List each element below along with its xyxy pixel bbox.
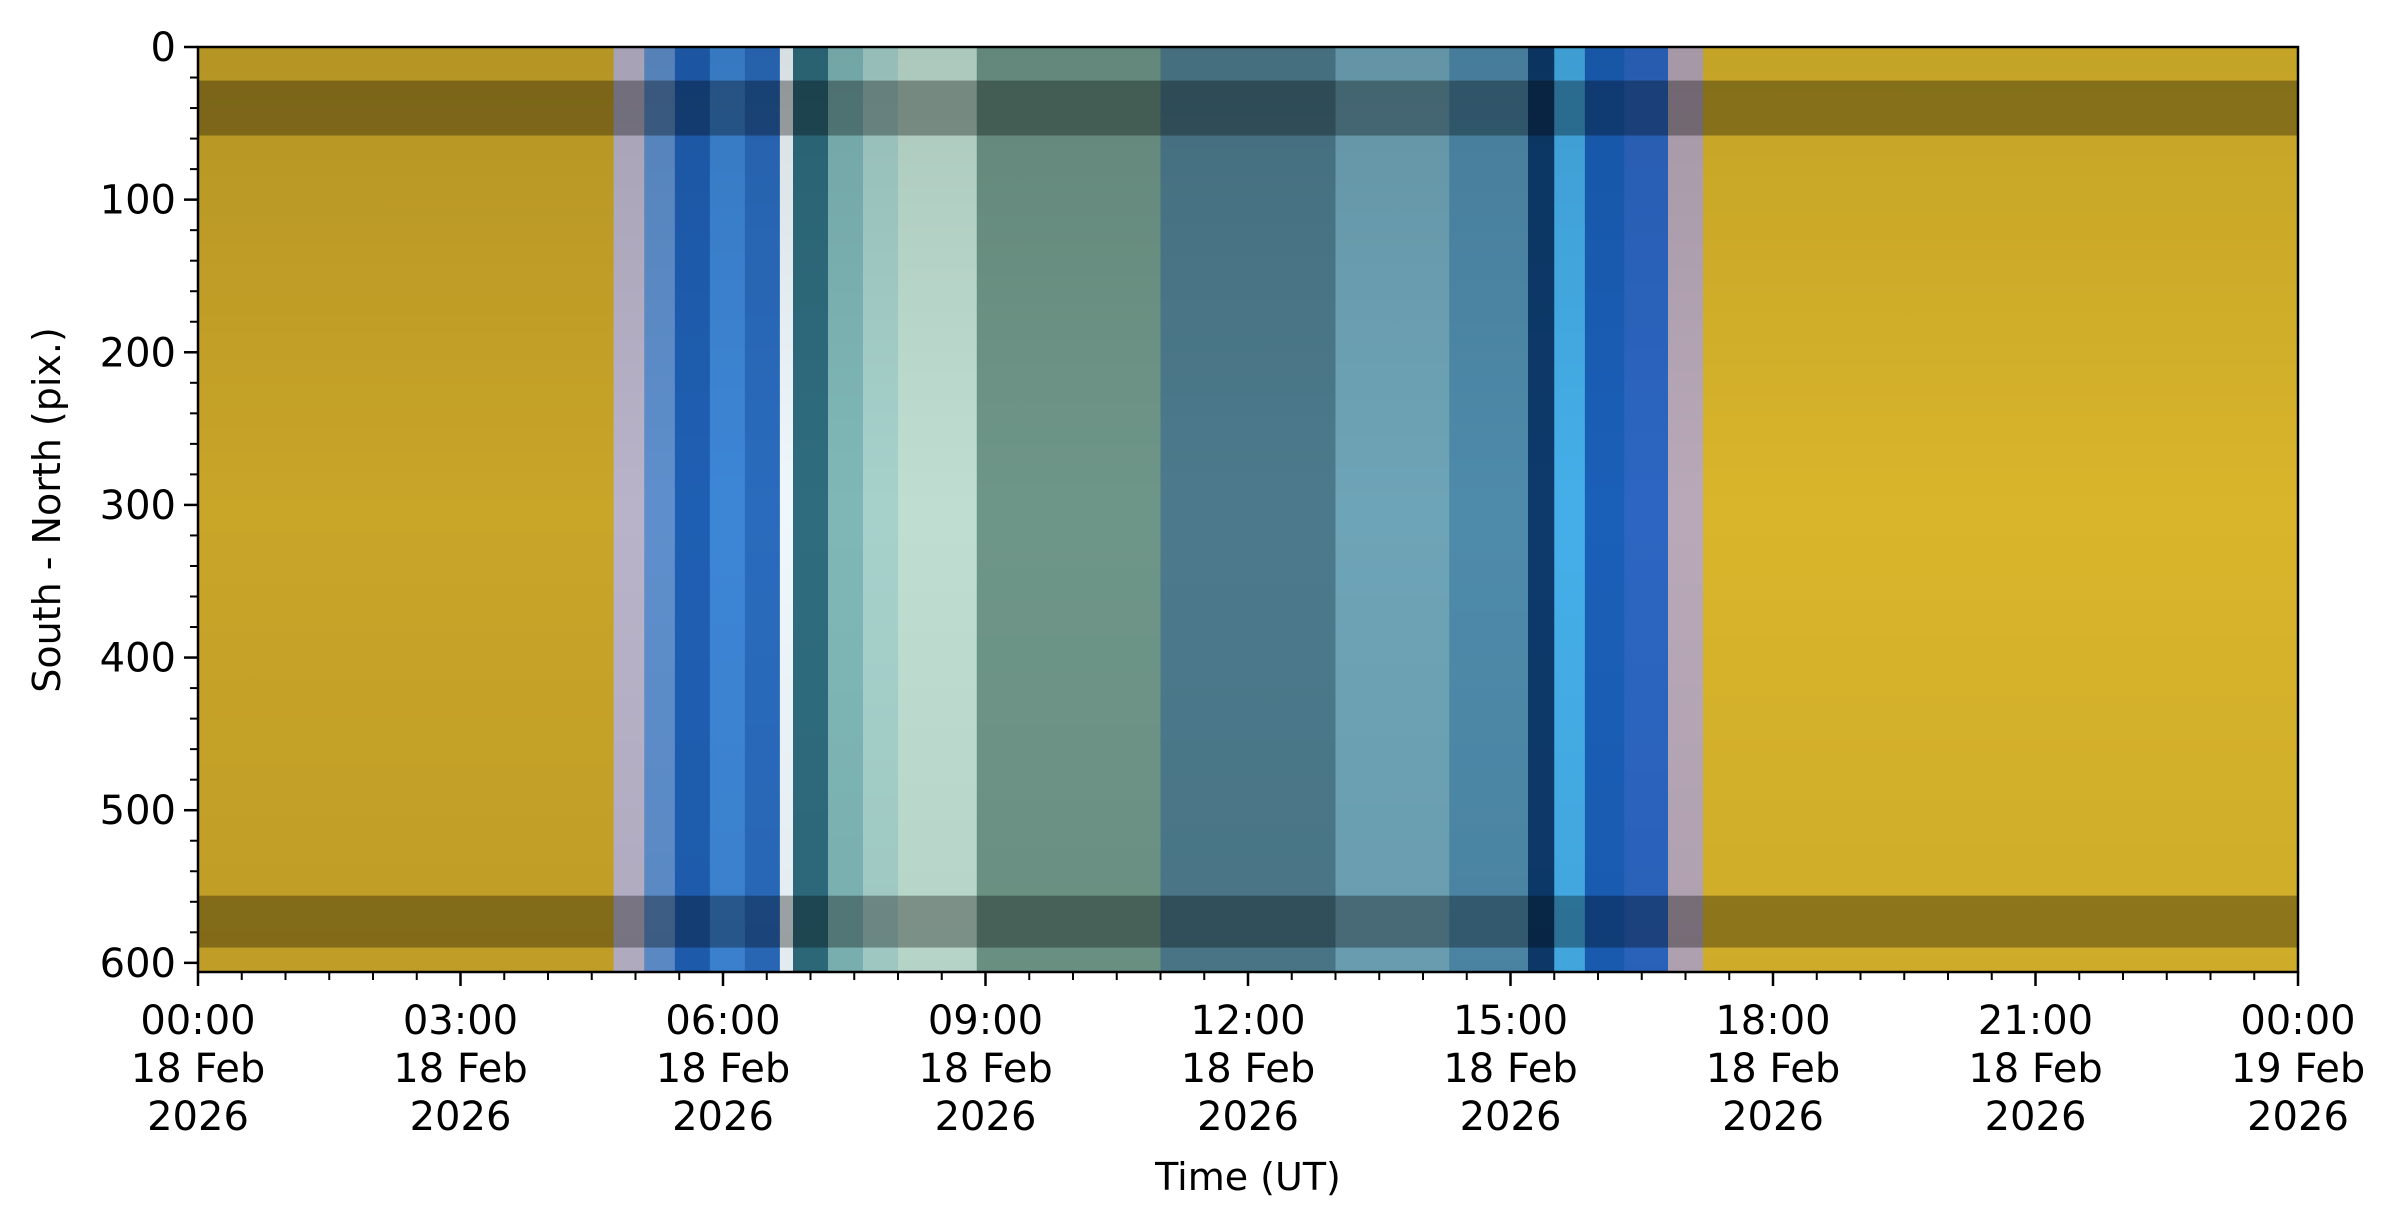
x-tick-label: 2026: [1722, 1094, 1824, 1140]
x-tick-label: 18 Feb: [393, 1046, 527, 1092]
x-tick-label: 00:00: [140, 998, 255, 1044]
plot-area: [198, 47, 2298, 972]
y-tick-label: 600: [100, 941, 176, 987]
x-tick-label: 15:00: [1453, 998, 1568, 1044]
x-tick-label: 18 Feb: [918, 1046, 1052, 1092]
y-tick-label: 0: [151, 25, 176, 71]
x-tick-label: 18 Feb: [1706, 1046, 1840, 1092]
y-tick-label: 200: [100, 330, 176, 376]
horizontal-dark-bands: [198, 80, 2298, 948]
x-axis-label: Time (UT): [1154, 1155, 1341, 1199]
y-tick-label: 100: [100, 178, 176, 224]
x-tick-label: 2026: [147, 1094, 249, 1140]
x-tick-label: 18 Feb: [1181, 1046, 1315, 1092]
x-tick-label: 2026: [672, 1094, 774, 1140]
y-tick-label: 500: [100, 788, 176, 834]
x-tick-label: 2026: [2247, 1094, 2349, 1140]
x-tick-label: 2026: [410, 1094, 512, 1140]
x-tick-label: 00:00: [2240, 998, 2355, 1044]
y-axis-label: South - North (pix.): [25, 327, 69, 693]
x-tick-label: 18:00: [1715, 998, 1830, 1044]
x-tick-label: 09:00: [928, 998, 1043, 1044]
x-tick-label: 18 Feb: [131, 1046, 265, 1092]
vertical-shade-overlay: [198, 47, 2298, 972]
x-tick-label: 18 Feb: [1968, 1046, 2102, 1092]
x-tick-label: 2026: [1197, 1094, 1299, 1140]
x-tick-label: 2026: [1460, 1094, 1562, 1140]
horizontal-dark-band: [198, 895, 2298, 948]
x-tick-label: 19 Feb: [2231, 1046, 2365, 1092]
x-tick-label: 03:00: [403, 998, 518, 1044]
x-tick-label: 21:00: [1978, 998, 2093, 1044]
y-tick-label: 400: [100, 636, 176, 682]
x-tick-label: 2026: [1985, 1094, 2087, 1140]
x-tick-label: 2026: [935, 1094, 1037, 1140]
y-axis: 0 100 200 300 400 500 600: [100, 25, 198, 987]
x-tick-label: 18 Feb: [656, 1046, 790, 1092]
y-tick-label: 300: [100, 483, 176, 529]
x-tick-label: 06:00: [665, 998, 780, 1044]
x-tick-label: 12:00: [1190, 998, 1305, 1044]
horizontal-dark-band: [198, 80, 2298, 136]
x-tick-label: 18 Feb: [1443, 1046, 1577, 1092]
